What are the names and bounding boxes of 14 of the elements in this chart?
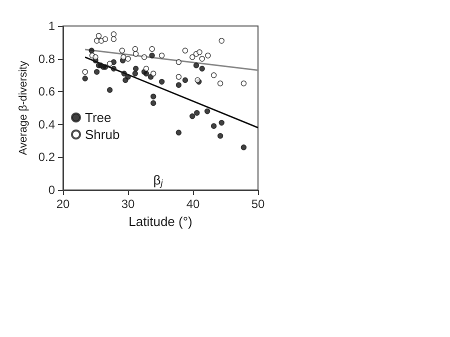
y-axis-title: Average β-diversity: [18, 60, 30, 156]
y-tick-label: 0.6: [38, 84, 56, 99]
x-tick-label: 30: [121, 197, 135, 211]
y-tick-label: 0: [48, 183, 56, 197]
y-tick-label: 0.8: [38, 52, 56, 66]
legend-label: Shrub: [85, 127, 120, 142]
y-tick-label: 1: [48, 19, 56, 33]
x-tick-label: 20: [56, 197, 70, 211]
x-tick-label: 40: [186, 197, 200, 211]
y-tick-label: 0.4: [38, 117, 56, 132]
x-axis-title: Latitude (°): [128, 214, 192, 229]
legend-label: Tree: [85, 110, 112, 125]
x-tick-label: 50: [251, 197, 265, 211]
y-tick-label: 0.2: [38, 150, 56, 164]
